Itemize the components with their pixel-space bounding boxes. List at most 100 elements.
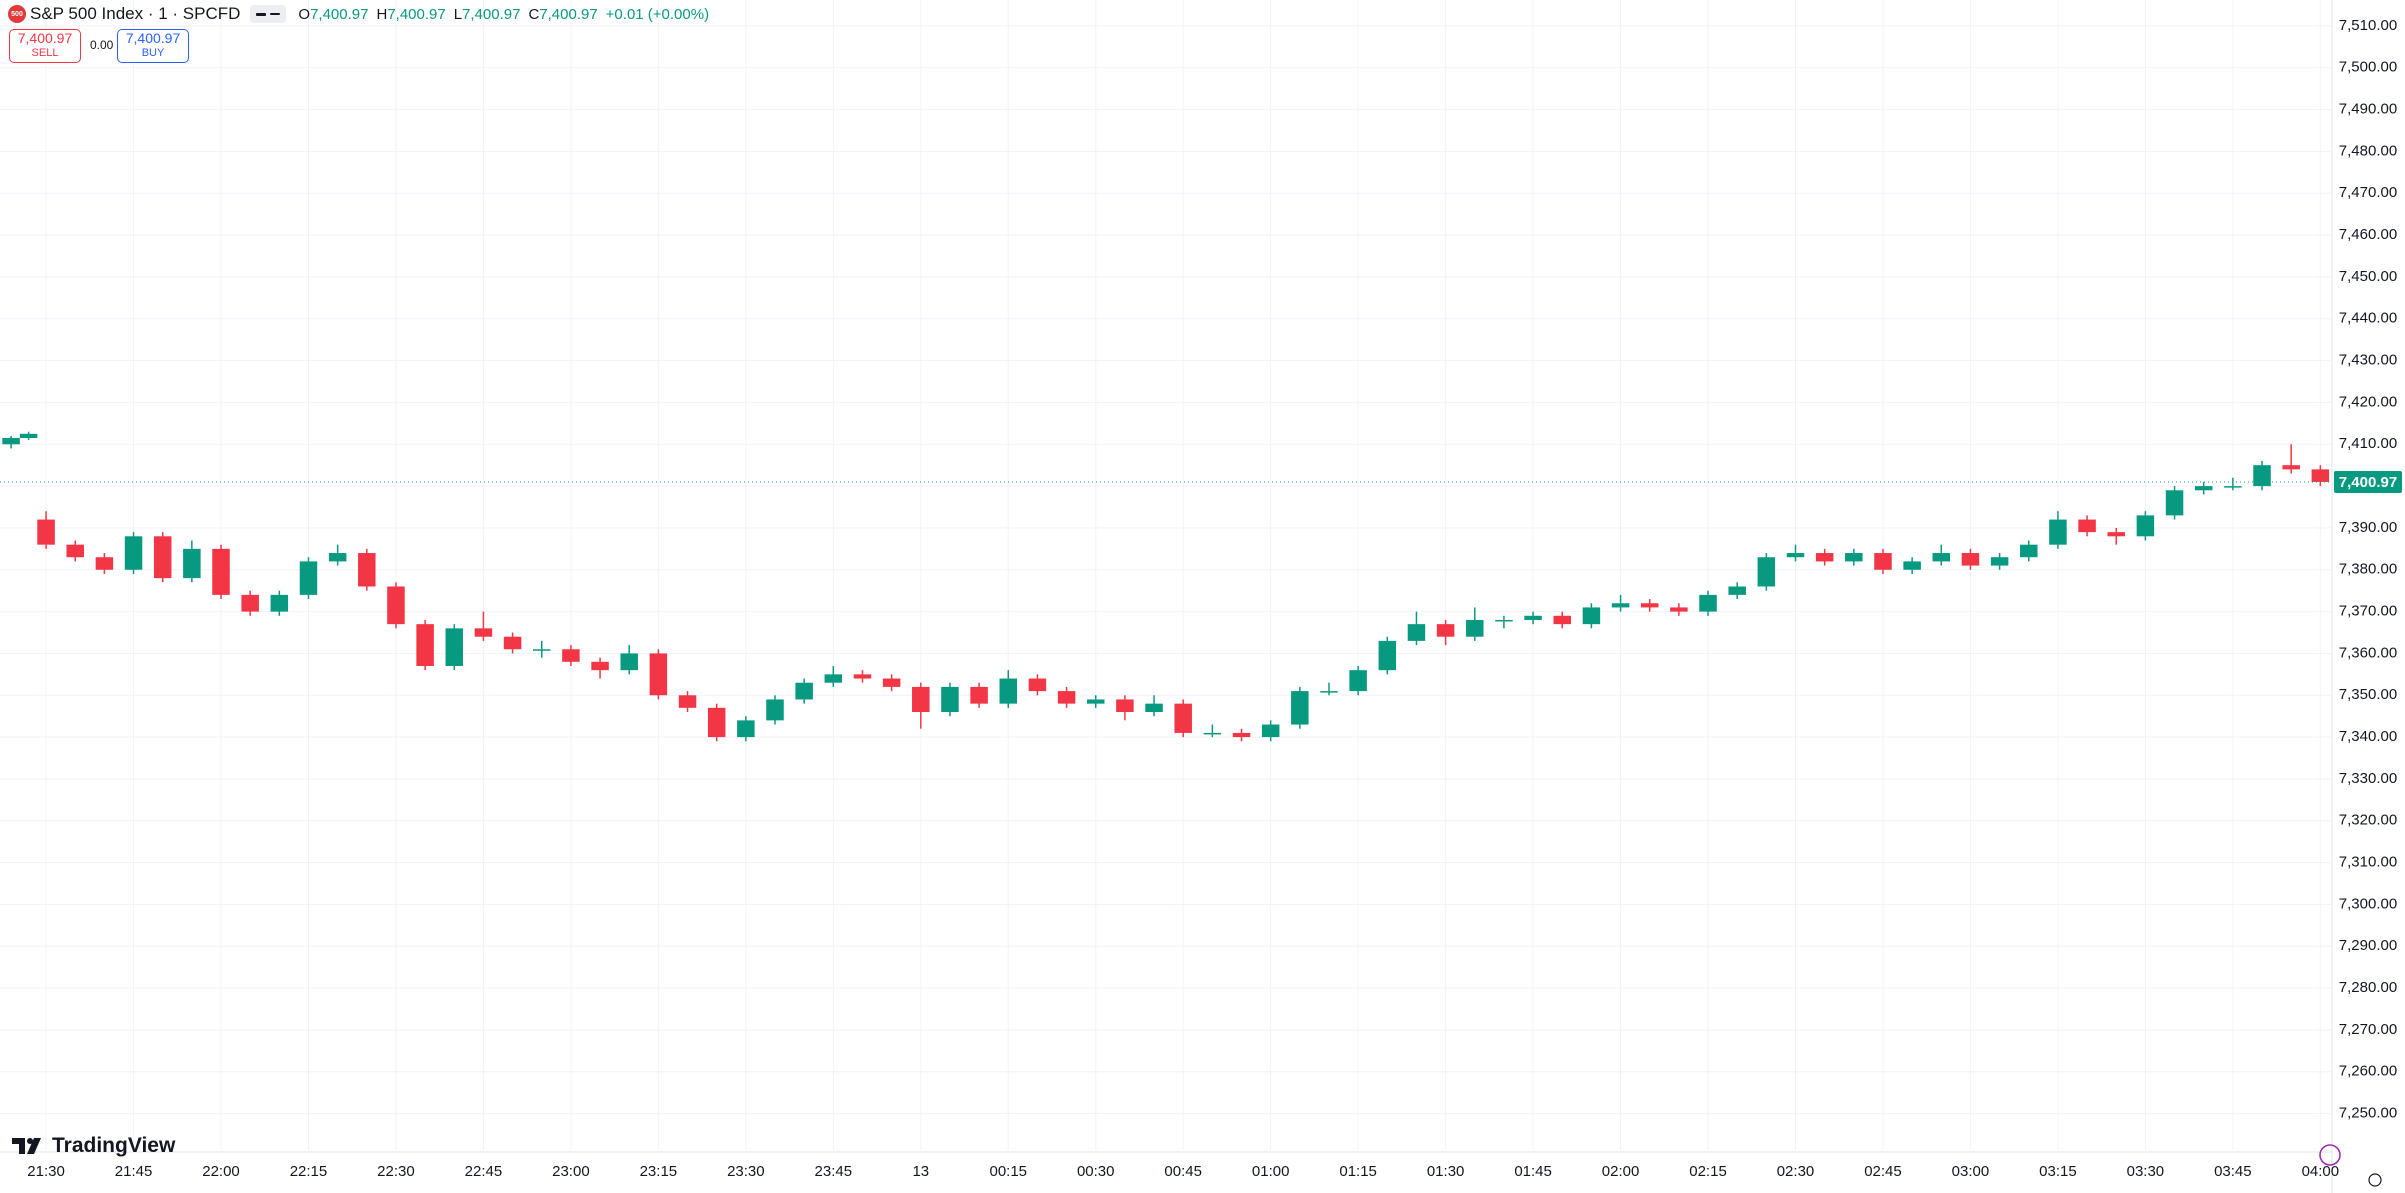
candle-body (1874, 553, 1892, 570)
legend-toggle[interactable] (250, 5, 287, 23)
x-tick-label: 03:30 (2127, 1163, 2165, 1180)
spread: 0.00 (90, 38, 114, 52)
candle-body (1378, 640, 1397, 671)
x-tick-label: 02:45 (1864, 1163, 1902, 1180)
candle-body (1261, 724, 1280, 738)
candle-body (1582, 607, 1601, 625)
candle-body (1786, 553, 1805, 558)
ohlc-key: L (453, 5, 463, 23)
buy-label: BUY (141, 47, 165, 59)
y-tick-label: 7,370.00 (2339, 603, 2397, 620)
ohlc-key: H (376, 5, 388, 23)
candle-body (2049, 519, 2067, 545)
candle-body (1640, 603, 1659, 608)
sell-button[interactable]: 7,400.97 SELL (9, 29, 81, 63)
candle-body (2253, 465, 2271, 487)
candle-body (1699, 594, 1717, 612)
symbol-logo: 500 (8, 5, 26, 23)
candle-body (999, 678, 1018, 704)
y-tick-label: 7,420.00 (2339, 393, 2397, 410)
candle-body (2, 437, 20, 445)
candle-body (1670, 607, 1688, 612)
candle-body (532, 649, 551, 651)
brand[interactable]: TradingView (12, 1134, 175, 1158)
y-tick-label: 7,450.00 (2339, 268, 2397, 285)
candle-body (737, 720, 755, 738)
y-tick-label: 7,360.00 (2339, 644, 2397, 661)
candle-body (387, 586, 405, 625)
candle-body (1349, 670, 1367, 692)
candle-body (970, 686, 988, 704)
y-tick-label: 7,250.00 (2339, 1105, 2397, 1122)
candle-body (124, 536, 143, 570)
candle-body (1320, 691, 1338, 693)
candle-body (2165, 490, 2184, 516)
candles (2, 431, 2330, 742)
symbol-title[interactable]: S&P 500 Index · 1 · SPCFD (30, 4, 241, 23)
ohlc-value: 7,400.97 (310, 5, 369, 23)
candle-body (1611, 603, 1630, 608)
candle-body (1524, 615, 1542, 620)
grid (0, 0, 2332, 1150)
candle-body (1961, 553, 1980, 566)
ohlc-value: 7,400.97 (462, 5, 521, 23)
candle-body (2194, 486, 2213, 491)
candle-body (1116, 699, 1134, 713)
candle-body (1086, 699, 1105, 704)
buy-button[interactable]: 7,400.97 BUY (117, 29, 189, 63)
candle-body (2107, 532, 2125, 537)
candle-body (1990, 557, 2009, 566)
y-tick-label: 7,460.00 (2339, 226, 2397, 243)
x-tick-label: 21:45 (115, 1163, 153, 1180)
sell-label: SELL (31, 47, 59, 59)
candle-body (328, 553, 347, 562)
candle-body (153, 536, 172, 579)
candle-body (2078, 519, 2096, 533)
x-tick-label: 13 (912, 1163, 929, 1180)
candle-body (1553, 615, 1571, 625)
alert-icon[interactable] (2319, 1144, 2341, 1166)
change: +0.01 (+0.00%) (605, 5, 710, 23)
candle-body (1436, 624, 1455, 637)
x-tick-label: 03:15 (2039, 1163, 2077, 1180)
candle-body (1057, 691, 1076, 704)
last-price-tag (2334, 471, 2402, 494)
candle-body (1291, 691, 1309, 725)
x-tick-label: 04:00 (2302, 1163, 2340, 1180)
last-price-label: 7,400.97 (2339, 474, 2397, 491)
candle-body (19, 433, 38, 438)
x-tick-label: 23:15 (640, 1163, 678, 1180)
brand-icon (12, 1138, 41, 1154)
x-tick-label: 00:15 (989, 1163, 1027, 1180)
brand-name: TradingView (52, 1134, 176, 1157)
x-tick-label: 22:15 (290, 1163, 328, 1180)
candle-body (416, 624, 434, 666)
y-tick-label: 7,510.00 (2339, 17, 2397, 34)
ohlc-key: C (528, 5, 540, 23)
y-tick-label: 7,290.00 (2339, 937, 2397, 954)
candle-body (474, 628, 493, 637)
x-tick-label: 02:00 (1602, 1163, 1640, 1180)
x-tick-label: 03:00 (1952, 1163, 1990, 1180)
y-tick-label: 7,410.00 (2339, 435, 2397, 452)
y-tick-label: 7,470.00 (2339, 184, 2397, 201)
candle-body (678, 695, 697, 708)
x-tick-label: 23:00 (552, 1163, 590, 1180)
y-tick-label: 7,340.00 (2339, 728, 2397, 745)
candle-body (66, 544, 84, 558)
candle-body (1815, 553, 1834, 562)
x-tick-label: 02:15 (1689, 1163, 1727, 1180)
settings-icon[interactable] (2368, 1173, 2382, 1187)
y-tick-label: 7,310.00 (2339, 854, 2397, 871)
x-tick-label: 23:45 (815, 1163, 853, 1180)
legend-header: 500 S&P 500 Index · 1 · SPCFD O 7,400.97 … (0, 2, 709, 26)
candle-body (1174, 703, 1192, 733)
x-tick-label: 21:30 (27, 1163, 65, 1180)
candle-body (707, 707, 726, 738)
candle-body (241, 594, 259, 612)
x-tick-label: 00:45 (1164, 1163, 1202, 1180)
candle-body (912, 686, 930, 713)
x-tick-label: 01:45 (1514, 1163, 1552, 1180)
candle-body (183, 548, 201, 579)
